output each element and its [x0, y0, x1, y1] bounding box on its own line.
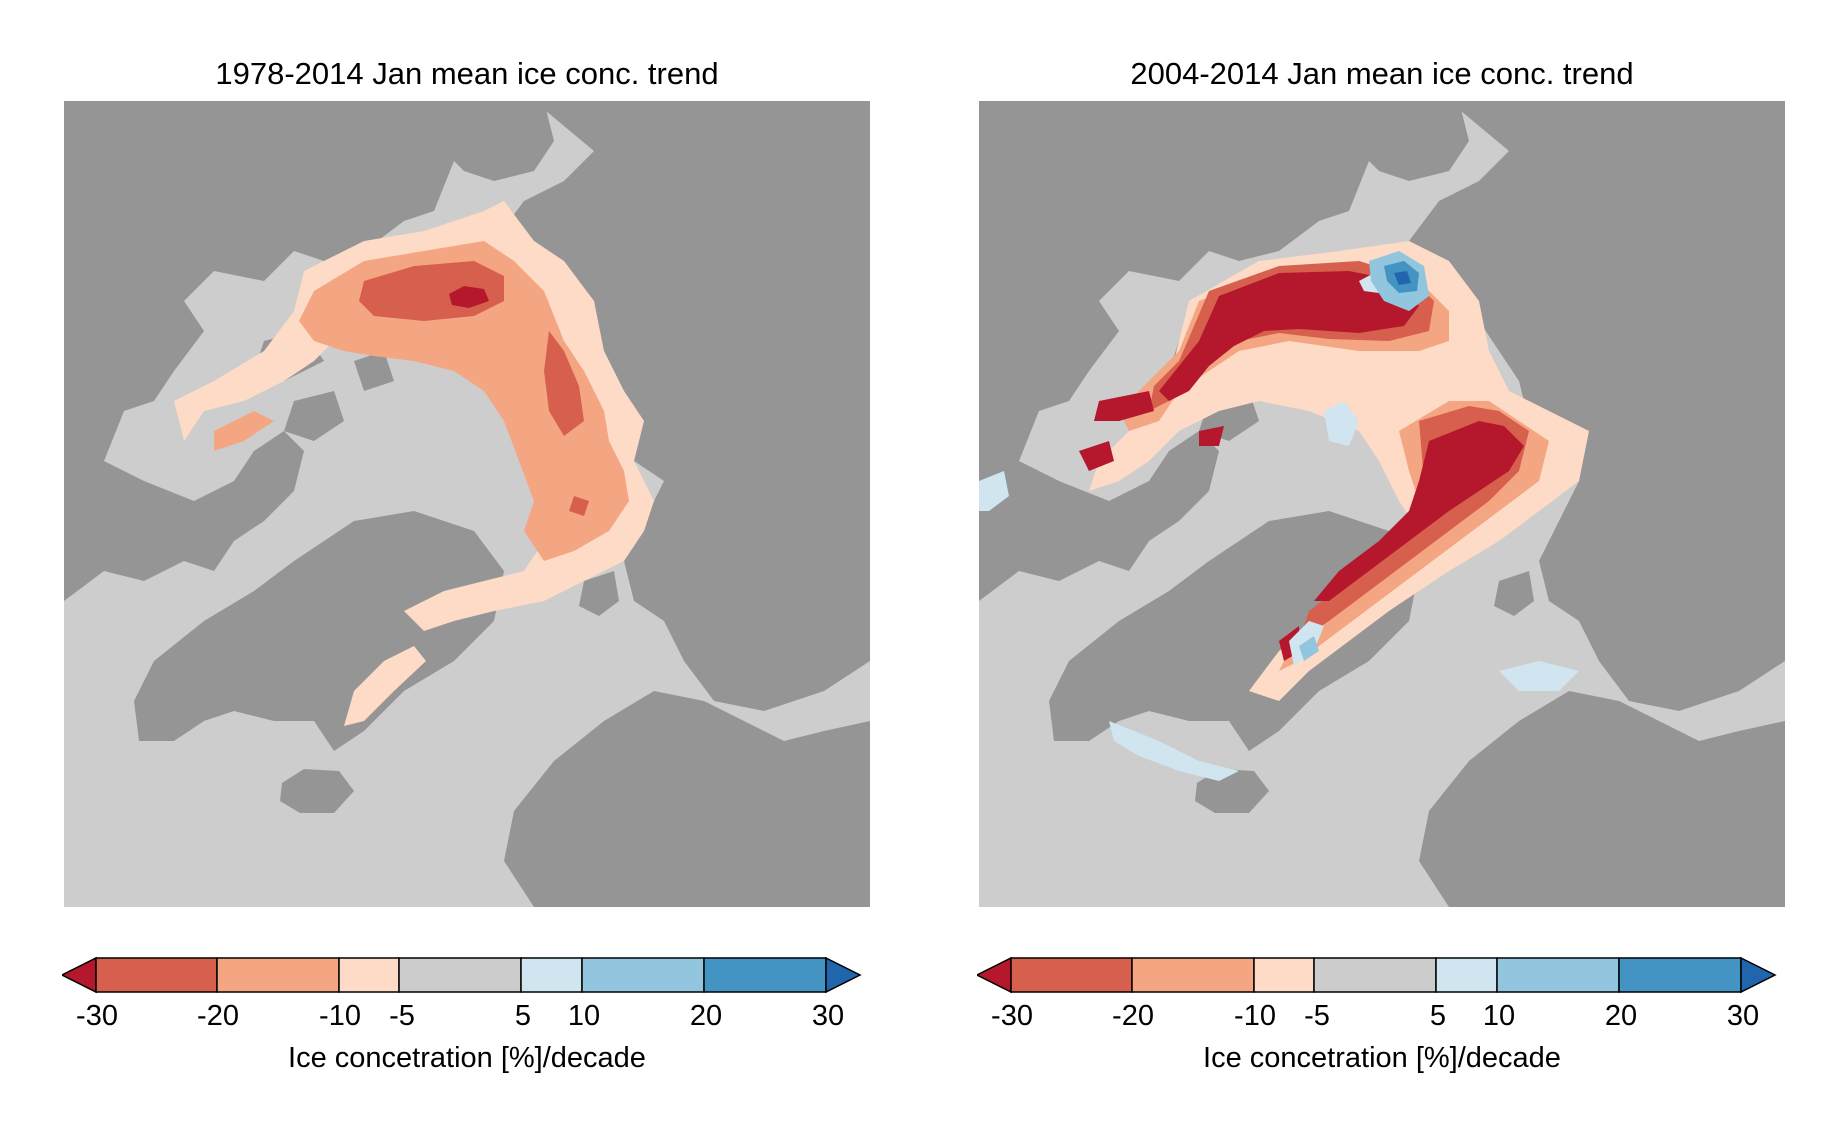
- colorbar-bin-3: [1253, 957, 1315, 993]
- colorbar-tick: -10: [319, 1000, 361, 1032]
- colorbar-bin-7: [703, 957, 827, 993]
- colorbar-tick: -5: [1304, 1000, 1330, 1032]
- land-north-america: [64, 101, 544, 601]
- colorbar-bin-5: [520, 957, 583, 993]
- trend-contour-positive-extreme: [1394, 271, 1411, 285]
- colorbar-label: Ice concetration [%]/decade: [288, 1042, 646, 1074]
- map-svg: [64, 101, 870, 907]
- colorbar-tick: 5: [1429, 1000, 1447, 1032]
- trend-contour-east-greenland: [344, 646, 426, 726]
- colorbar-bin-3: [338, 957, 400, 993]
- colorbar-bin-7: [1618, 957, 1742, 993]
- colorbar-tick: -10: [1234, 1000, 1276, 1032]
- land-alaska: [1339, 101, 1469, 181]
- land-siberia: [494, 101, 870, 711]
- colorbar-bin-2: [1131, 957, 1255, 993]
- colorbar: [977, 956, 1777, 994]
- colorbar-extend-low: [977, 956, 1012, 994]
- panel-title: 1978-2014 Jan mean ice conc. trend: [215, 56, 719, 91]
- colorbar-tick: 5: [514, 1000, 532, 1032]
- colorbar-tick: -5: [389, 1000, 415, 1032]
- arctic-map: [64, 101, 870, 907]
- colorbar-tick: -20: [1112, 1000, 1154, 1032]
- colorbar-bin-6: [1496, 957, 1620, 993]
- trend-contour-extreme: [1079, 271, 1524, 661]
- land-scandinavia: [504, 691, 870, 907]
- colorbar-bin-5: [1435, 957, 1498, 993]
- land-scandinavia: [1419, 691, 1785, 907]
- colorbar-tick: 30: [1726, 1000, 1760, 1032]
- map-svg: [979, 101, 1785, 907]
- colorbar-tick: -20: [197, 1000, 239, 1032]
- colorbar-extend-high: [825, 956, 862, 994]
- trend-contour-extreme: [449, 286, 489, 308]
- trend-contour-medium: [214, 241, 629, 561]
- colorbar-label: Ice concetration [%]/decade: [1203, 1042, 1561, 1074]
- land-siberia: [1409, 101, 1785, 711]
- trend-contour-positive-medium: [1299, 251, 1429, 661]
- colorbar-tick: 30: [811, 1000, 845, 1032]
- colorbar-tick: -30: [991, 1000, 1033, 1032]
- land-iceland: [1195, 769, 1269, 813]
- colorbar-tick: 20: [1604, 1000, 1638, 1032]
- trend-contour-strong: [359, 261, 589, 516]
- right-panel: 2004-2014 Jan mean ice conc. trend: [915, 0, 1815, 1134]
- colorbar-bin-6: [581, 957, 705, 993]
- land-svalbard: [579, 501, 724, 616]
- colorbar-extend-low: [62, 956, 97, 994]
- land-greenland: [134, 511, 504, 751]
- land-alaska: [424, 101, 554, 181]
- colorbar-bin-1: [95, 957, 218, 993]
- land-north-america: [979, 101, 1459, 601]
- colorbar-bin-4: [1313, 957, 1437, 993]
- land-greenland: [1049, 511, 1419, 751]
- left-panel: 1978-2014 Jan mean ice conc. trend: [0, 0, 900, 1134]
- arctic-map: [979, 101, 1785, 907]
- land-svalbard: [1494, 501, 1639, 616]
- colorbar-bin-4: [398, 957, 522, 993]
- colorbar-bin-2: [216, 957, 340, 993]
- colorbar: [62, 956, 862, 994]
- land-iceland: [280, 769, 354, 813]
- colorbar-tick: 20: [689, 1000, 723, 1032]
- colorbar-bin-1: [1010, 957, 1133, 993]
- colorbar-tick: 10: [1482, 1000, 1516, 1032]
- colorbar-tick: 10: [567, 1000, 601, 1032]
- panel-title: 2004-2014 Jan mean ice conc. trend: [1130, 56, 1634, 91]
- colorbar-tick: -30: [76, 1000, 118, 1032]
- colorbar-extend-high: [1740, 956, 1777, 994]
